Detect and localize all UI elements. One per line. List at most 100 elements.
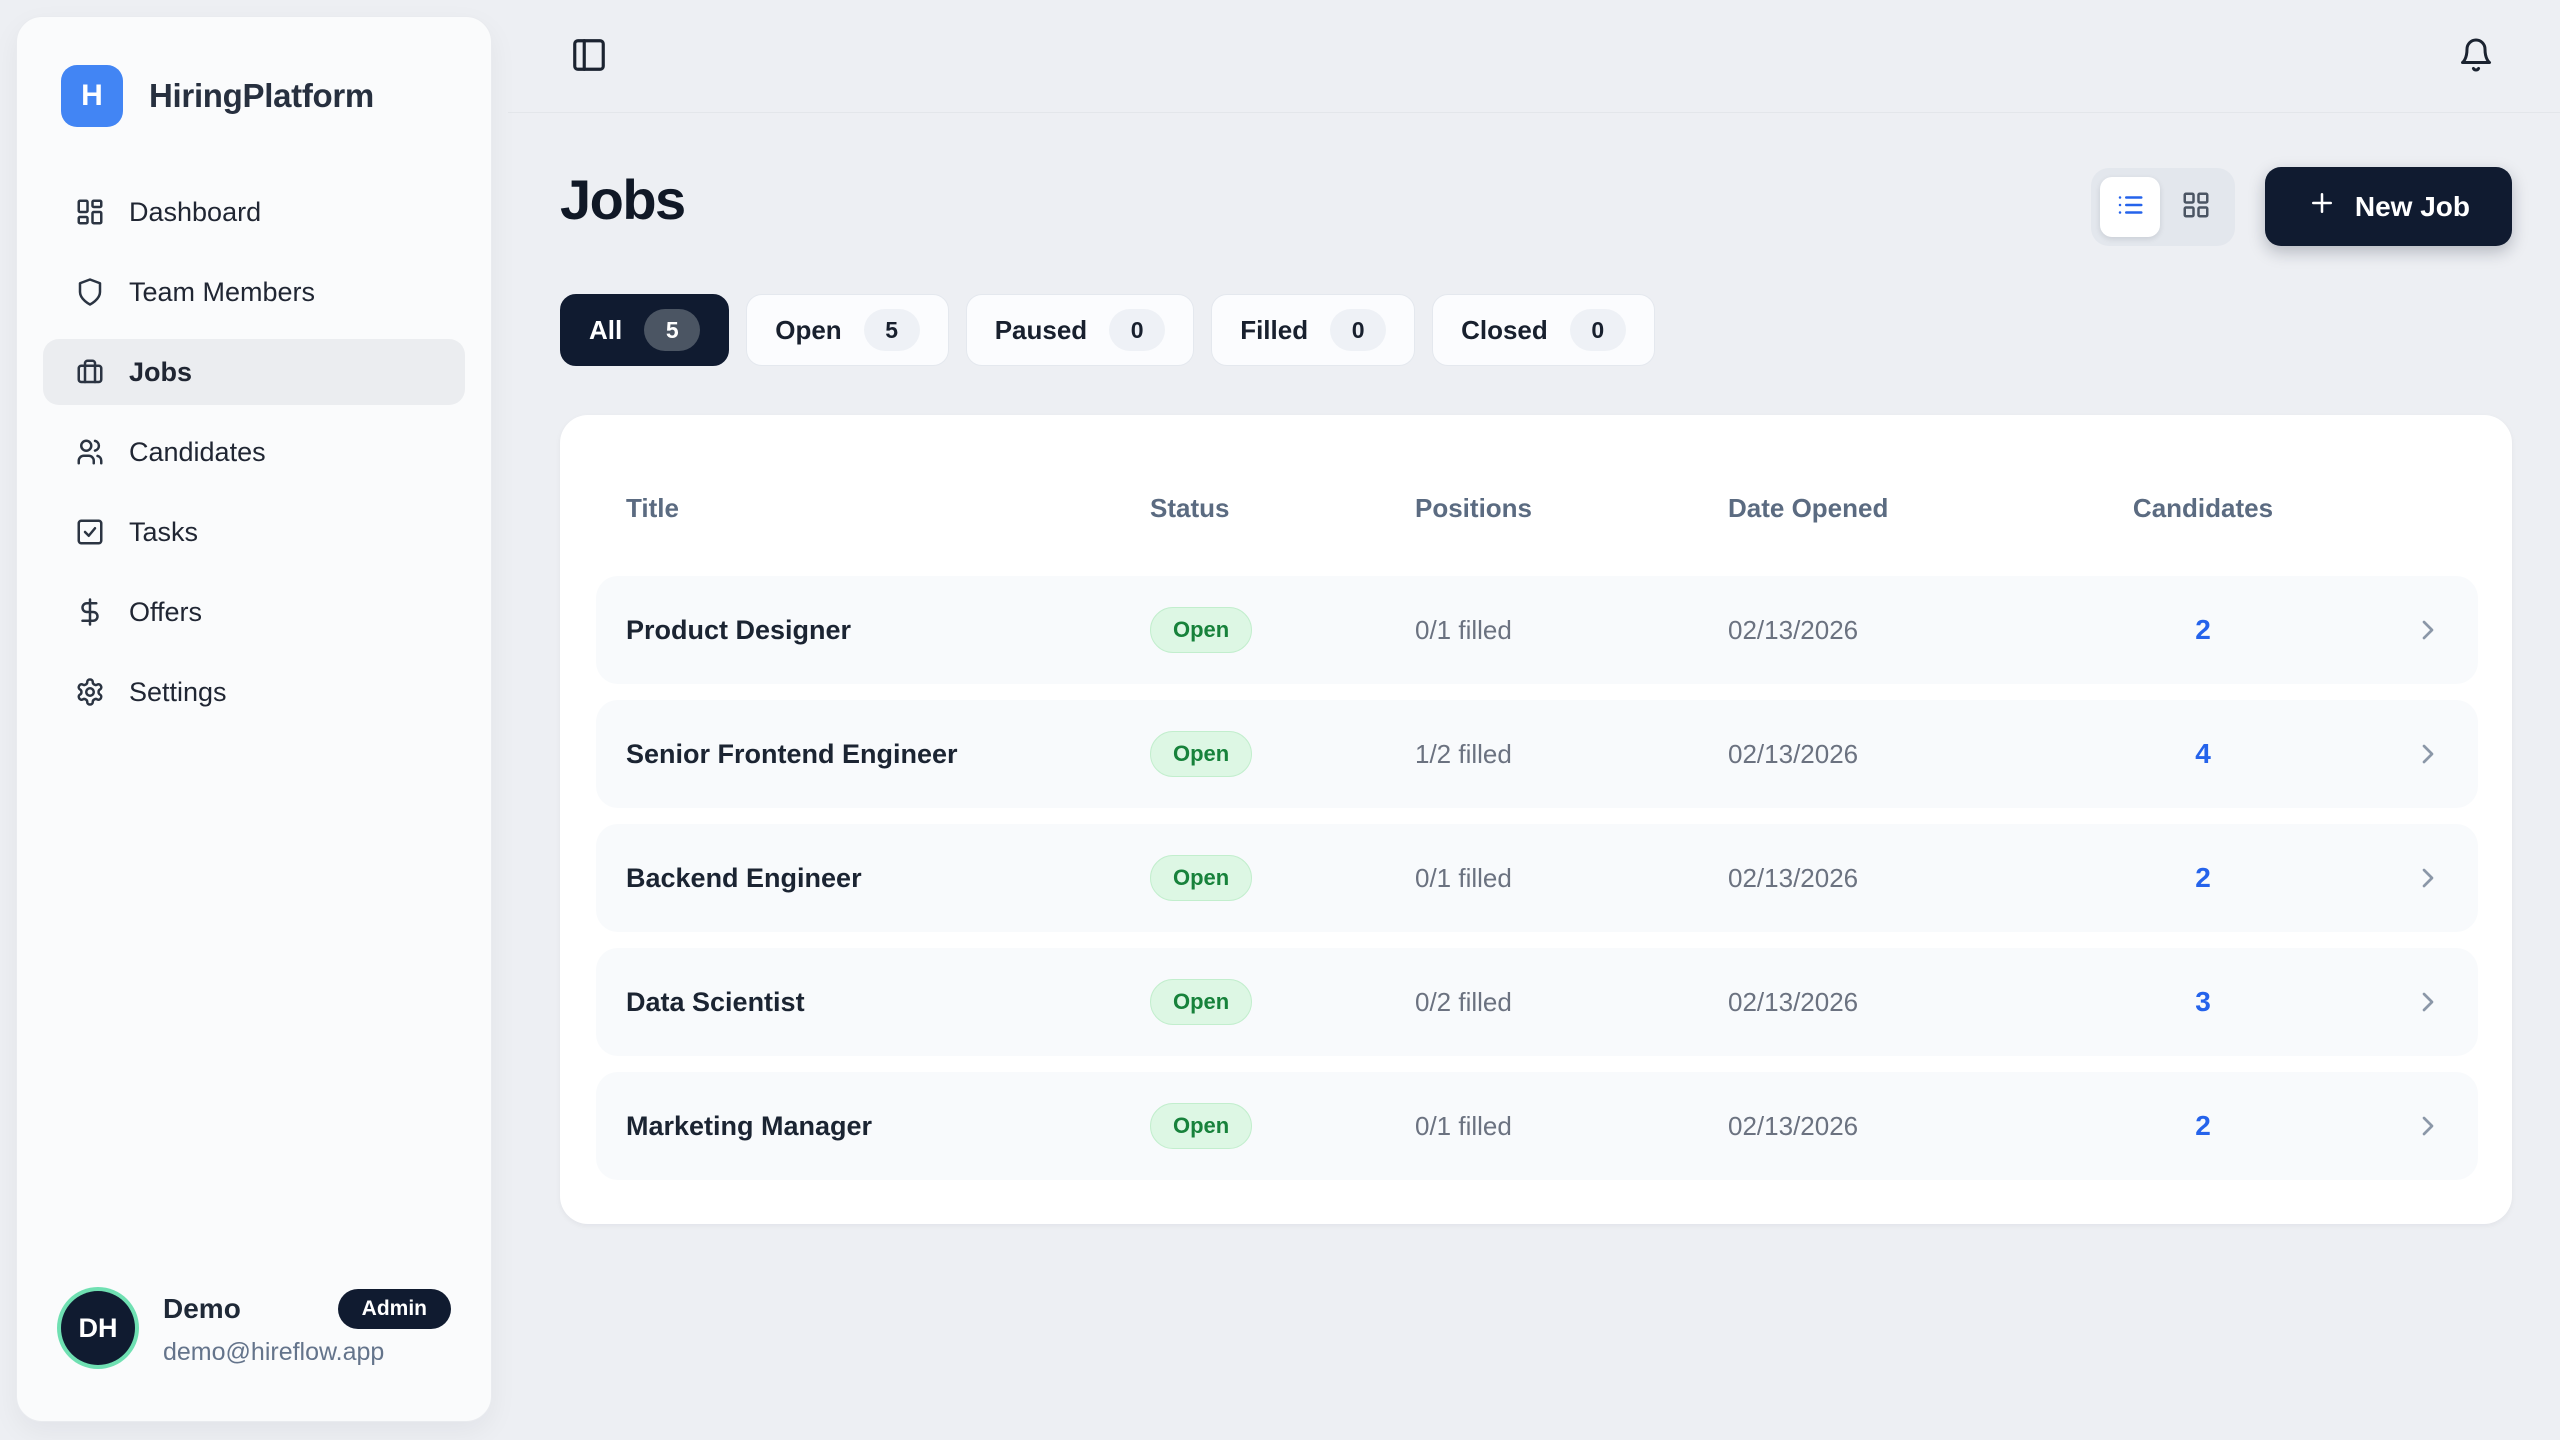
column-header-date-opened: Date Opened xyxy=(1728,493,1889,523)
filter-count-badge: 0 xyxy=(1569,309,1626,351)
filter-tab-open[interactable]: Open 5 xyxy=(746,294,949,366)
sidebar-item-label: Team Members xyxy=(129,276,316,307)
avatar: DH xyxy=(61,1291,135,1365)
job-title: Backend Engineer xyxy=(626,862,862,893)
status-badge: Open xyxy=(1150,607,1253,653)
table-row[interactable]: Senior Frontend Engineer Open 1/2 filled… xyxy=(596,700,2478,808)
dashboard-icon xyxy=(75,197,105,227)
status-badge: Open xyxy=(1150,979,1253,1025)
filter-tab-filled[interactable]: Filled 0 xyxy=(1211,294,1416,366)
sidebar-nav: Dashboard Team Members Jobs Candidates T… xyxy=(17,179,491,739)
sidebar-item-candidates[interactable]: Candidates xyxy=(43,419,465,485)
filter-count-badge: 0 xyxy=(1330,309,1387,351)
topbar xyxy=(508,0,2560,113)
sidebar-item-label: Dashboard xyxy=(129,196,262,227)
status-badge: Open xyxy=(1150,1103,1253,1149)
grid-icon xyxy=(2181,190,2211,223)
notifications-button[interactable] xyxy=(2458,37,2494,76)
positions-cell: 0/1 filled xyxy=(1415,614,1512,645)
sidebar-item-jobs[interactable]: Jobs xyxy=(43,339,465,405)
job-title: Product Designer xyxy=(626,614,852,645)
filter-count-badge: 0 xyxy=(1109,309,1166,351)
user-meta: Demo Admin demo@hireflow.app xyxy=(163,1289,451,1367)
candidates-count-link[interactable]: 2 xyxy=(2195,1110,2211,1141)
sidebar-toggle-button[interactable] xyxy=(570,36,608,77)
sidebar-item-settings[interactable]: Settings xyxy=(43,659,465,725)
sidebar-item-label: Candidates xyxy=(129,436,266,467)
sidebar-item-offers[interactable]: Offers xyxy=(43,579,465,645)
sidebar-item-team-members[interactable]: Team Members xyxy=(43,259,465,325)
gear-icon xyxy=(75,677,105,707)
brand-name: HiringPlatform xyxy=(149,77,374,114)
filter-label: Open xyxy=(775,314,842,345)
chevron-right-icon xyxy=(2412,738,2448,770)
column-header-status: Status xyxy=(1150,493,1230,523)
filter-label: Paused xyxy=(994,314,1088,345)
plus-icon xyxy=(2307,188,2337,225)
filter-tab-closed[interactable]: Closed 0 xyxy=(1432,294,1655,366)
tasks-icon xyxy=(75,517,105,547)
sidebar-item-tasks[interactable]: Tasks xyxy=(43,499,465,565)
job-title: Marketing Manager xyxy=(626,1110,873,1141)
view-controls: New Job xyxy=(2090,167,2512,246)
table-row[interactable]: Backend Engineer Open 0/1 filled 02/13/2… xyxy=(596,824,2478,932)
jobs-table-card: Title Status Positions Date Opened Candi… xyxy=(560,415,2512,1224)
new-job-button[interactable]: New Job xyxy=(2264,167,2512,246)
page-title: Jobs xyxy=(560,168,686,231)
role-badge: Admin xyxy=(337,1289,451,1329)
list-view-button[interactable] xyxy=(2099,176,2160,237)
brand: H HiringPlatform xyxy=(17,17,491,127)
filter-label: Closed xyxy=(1461,314,1548,345)
table-row[interactable]: Data Scientist Open 0/2 filled 02/13/202… xyxy=(596,948,2478,1056)
table-body: Product Designer Open 0/1 filled 02/13/2… xyxy=(596,576,2478,1180)
candidates-count-link[interactable]: 2 xyxy=(2195,614,2211,645)
chevron-right-icon xyxy=(2412,862,2448,894)
user-name: Demo xyxy=(163,1293,241,1324)
content: Jobs New Job All 5 Open 5 xyxy=(508,113,2560,1224)
sidebar-item-label: Offers xyxy=(129,596,203,627)
brand-logo: H xyxy=(61,65,123,127)
date-opened-cell: 02/13/2026 xyxy=(1728,862,1859,893)
dollar-icon xyxy=(75,597,105,627)
filter-tab-all[interactable]: All 5 xyxy=(560,294,730,366)
brand-logo-letter: H xyxy=(81,79,103,112)
chevron-right-icon xyxy=(2412,614,2448,646)
bell-icon xyxy=(2458,37,2494,76)
filter-count-badge: 5 xyxy=(644,309,701,351)
positions-cell: 0/2 filled xyxy=(1415,986,1512,1017)
new-job-label: New Job xyxy=(2354,190,2470,222)
date-opened-cell: 02/13/2026 xyxy=(1728,1110,1859,1141)
sidebar-item-dashboard[interactable]: Dashboard xyxy=(43,179,465,245)
chevron-right-icon xyxy=(2412,986,2448,1018)
table-row[interactable]: Marketing Manager Open 0/1 filled 02/13/… xyxy=(596,1072,2478,1180)
filter-count-badge: 5 xyxy=(863,309,920,351)
main-area: Jobs New Job All 5 Open 5 xyxy=(508,0,2560,1440)
candidates-count-link[interactable]: 4 xyxy=(2195,738,2211,769)
view-toggle xyxy=(2090,167,2235,246)
job-title: Data Scientist xyxy=(626,986,805,1017)
user-section[interactable]: DH Demo Admin demo@hireflow.app xyxy=(17,1289,491,1421)
table-row[interactable]: Product Designer Open 0/1 filled 02/13/2… xyxy=(596,576,2478,684)
candidates-count-link[interactable]: 2 xyxy=(2195,862,2211,893)
user-email: demo@hireflow.app xyxy=(163,1338,385,1366)
date-opened-cell: 02/13/2026 xyxy=(1728,738,1859,769)
positions-cell: 1/2 filled xyxy=(1415,738,1512,769)
table-header-row: Title Status Positions Date Opened Candi… xyxy=(596,493,2478,524)
shield-icon xyxy=(75,277,105,307)
sidebar: H HiringPlatform Dashboard Team Members … xyxy=(16,16,492,1422)
date-opened-cell: 02/13/2026 xyxy=(1728,614,1859,645)
candidates-count-link[interactable]: 3 xyxy=(2195,986,2211,1017)
sidebar-item-label: Tasks xyxy=(129,516,199,547)
chevron-right-icon xyxy=(2412,1110,2448,1142)
filter-label: All xyxy=(589,314,623,345)
status-filters: All 5 Open 5 Paused 0 Filled 0 Closed 0 xyxy=(560,294,2512,366)
grid-view-button[interactable] xyxy=(2166,177,2226,237)
filter-tab-paused[interactable]: Paused 0 xyxy=(965,294,1195,366)
panel-left-icon xyxy=(570,36,608,77)
positions-cell: 0/1 filled xyxy=(1415,1110,1512,1141)
positions-cell: 0/1 filled xyxy=(1415,862,1512,893)
column-header-title: Title xyxy=(626,493,679,523)
sidebar-item-label: Jobs xyxy=(129,356,193,387)
date-opened-cell: 02/13/2026 xyxy=(1728,986,1859,1017)
avatar-initials: DH xyxy=(78,1312,118,1343)
